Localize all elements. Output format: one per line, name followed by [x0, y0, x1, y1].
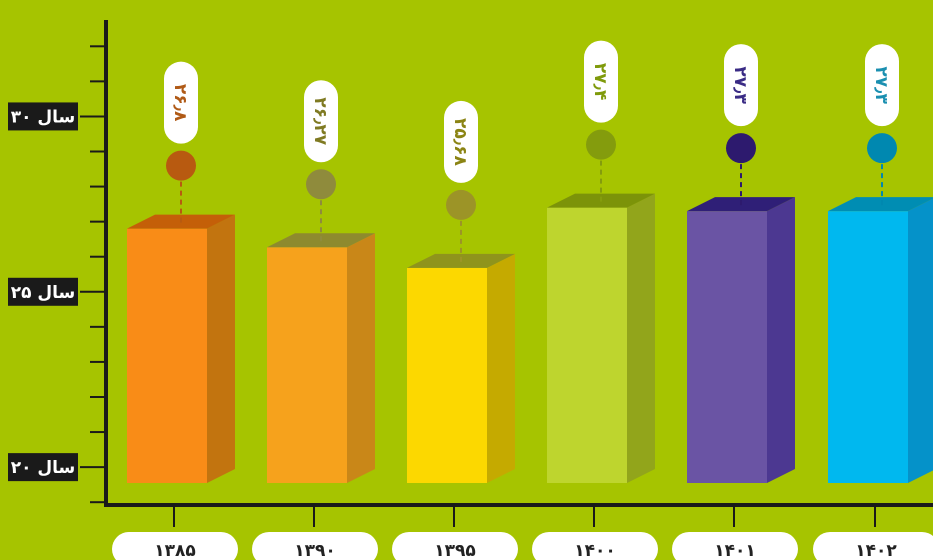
bar-side [207, 214, 235, 484]
value-label-pill [584, 40, 618, 123]
bar-value-label: ۲۷٫۳ [871, 66, 891, 104]
bar-top [828, 197, 933, 212]
y-tick-label-box [8, 102, 78, 131]
x-tick-label: ۱۳۸۵ [154, 541, 196, 560]
bar-front [547, 207, 627, 483]
bar-side [487, 253, 515, 483]
x-tick-label: ۱۳۹۵ [434, 541, 476, 560]
y-tick-label-box [8, 277, 78, 306]
bar-value-label: ۲۷٫۴ [590, 63, 610, 100]
value-label-pill [724, 44, 758, 127]
x-tick-label-pill [392, 532, 518, 560]
value-label-pill [164, 61, 198, 144]
bar-front [267, 247, 347, 483]
bar-value-label: ۲۷٫۳ [730, 66, 750, 104]
bar-front [828, 211, 908, 483]
bar-side [767, 197, 795, 483]
x-tick-label: ۱۳۹۰ [294, 541, 336, 560]
bar-value-label: ۲۶٫۸ [170, 84, 190, 122]
y-tick-label: ۲۰ سال [11, 458, 76, 478]
bar-side [908, 198, 933, 483]
data-point-dot [726, 133, 756, 164]
x-tick-label: ۱۴۰۱ [714, 541, 756, 560]
value-label-pill [865, 44, 899, 127]
bar-front [687, 211, 767, 483]
bar-front [407, 267, 487, 483]
x-tick-label: ۱۴۰۰ [574, 541, 616, 560]
y-tick-label: ۳۰ سال [11, 107, 76, 127]
data-point-dot [586, 129, 616, 160]
bar-side [347, 233, 375, 483]
bar-side [627, 193, 655, 483]
bar-value-label: ۲۵٫۶۸ [450, 118, 470, 166]
y-tick-label: ۲۵ سال [11, 283, 76, 303]
bar-front [127, 228, 207, 483]
value-label-pill [304, 80, 338, 163]
data-point-dot [166, 150, 196, 181]
value-label-pill [444, 100, 478, 183]
x-tick-label-pill [672, 532, 798, 560]
x-tick-label-pill [813, 532, 933, 560]
data-point-dot [867, 133, 897, 164]
x-tick-label-pill [112, 532, 238, 560]
x-tick-label-pill [252, 532, 378, 560]
data-point-dot [306, 169, 336, 200]
y-tick-label-box [8, 453, 78, 482]
bar-value-label: ۲۶٫۲۷ [310, 97, 330, 145]
data-point-dot [446, 189, 476, 220]
x-tick-label-pill [532, 532, 658, 560]
x-tick-label: ۱۴۰۲ [855, 541, 897, 560]
